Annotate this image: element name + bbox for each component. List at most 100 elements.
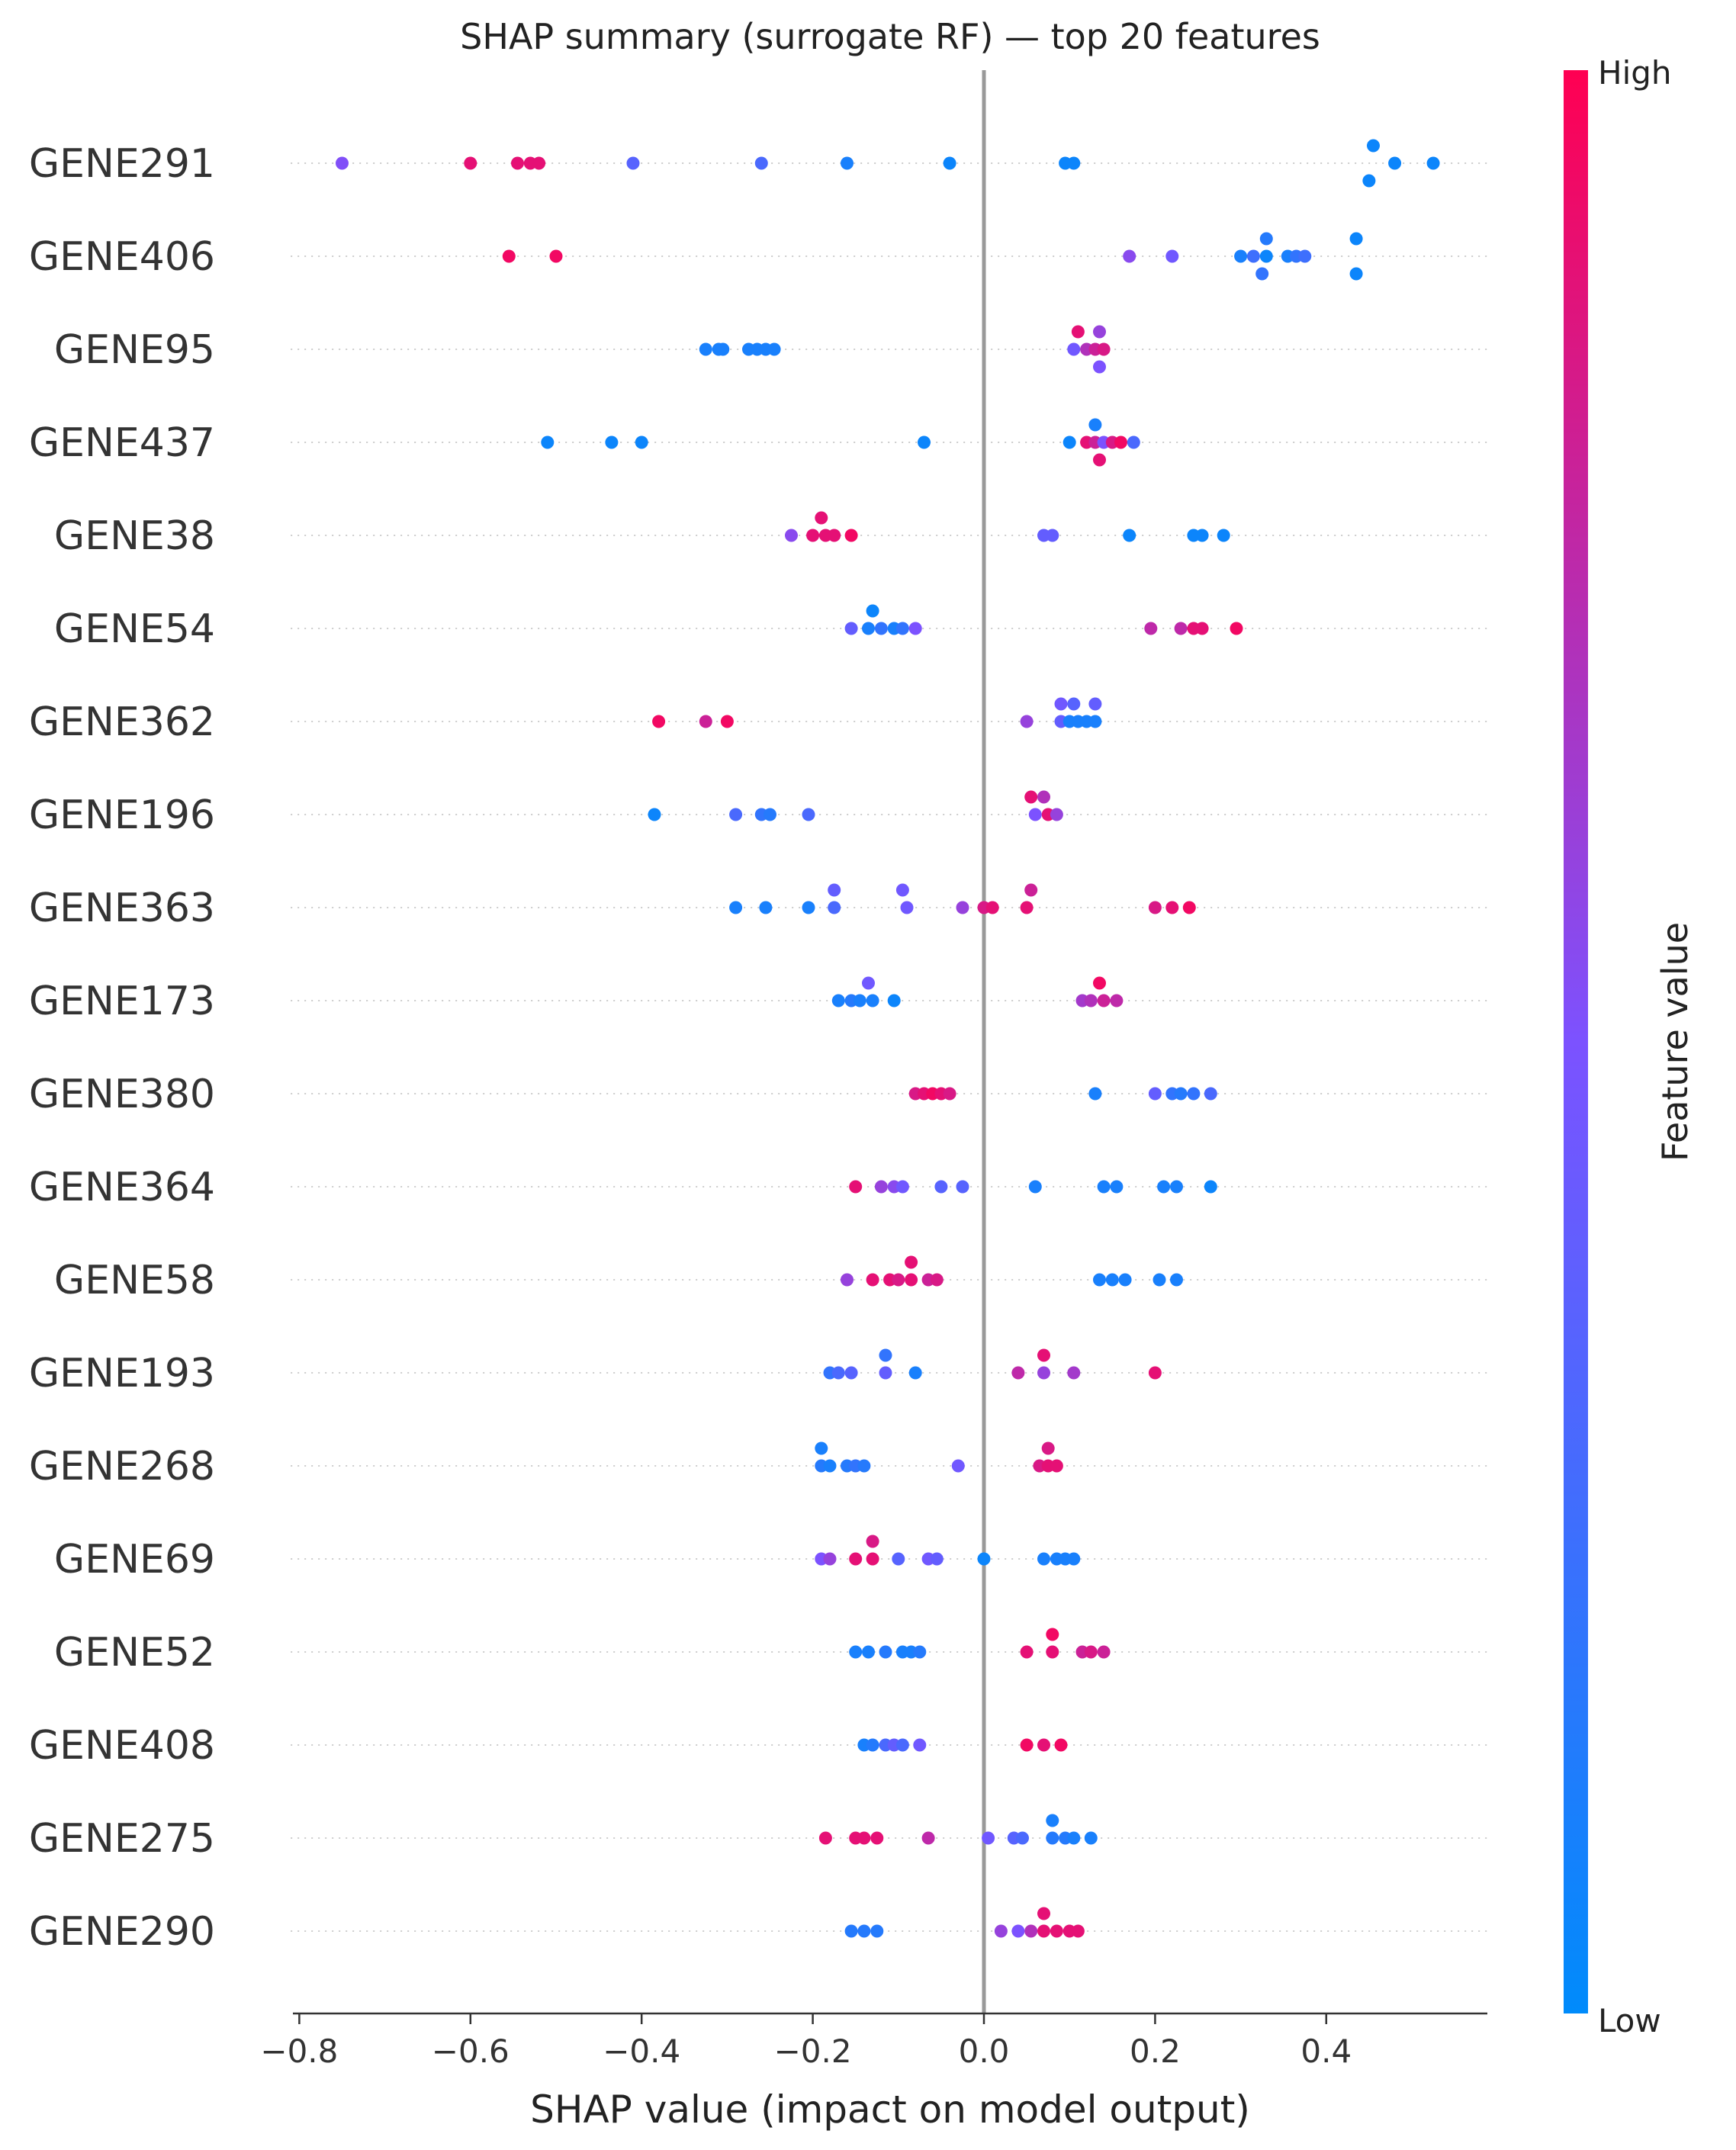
shap-point [905,1255,918,1269]
shap-point [870,1831,884,1845]
shap-point [759,901,773,914]
shap-point [982,1831,995,1845]
shap-point [844,622,858,635]
feature-label: GENE290 [29,1909,215,1955]
shap-point [908,1366,922,1380]
shap-point [549,249,563,263]
shap-point [1367,139,1380,153]
colorbar-gradient [1564,70,1588,2013]
shap-point [1259,232,1273,246]
shap-point [895,1180,909,1194]
shap-point [905,1273,918,1287]
shap-point [862,976,875,990]
shap-point [1298,249,1312,263]
feature-label: GENE364 [29,1165,215,1210]
shap-point [977,1552,991,1566]
shap-point [1123,249,1136,263]
shap-point [699,715,712,728]
shap-point [1165,249,1179,263]
shap-point [879,1348,892,1362]
x-tick-label: 0.4 [1300,2033,1352,2070]
shap-point [1011,1366,1025,1380]
shap-point [1088,418,1102,432]
shap-point [866,1552,879,1566]
x-axis-label: SHAP value (impact on model output) [530,2087,1250,2132]
shap-point [1084,1831,1098,1845]
shap-point [1093,976,1106,990]
shap-point [1182,901,1196,914]
shap-point [1349,267,1363,281]
shap-point [831,994,845,1008]
shap-point [823,1459,837,1473]
shap-point [1024,790,1038,804]
shap-point [887,994,901,1008]
shap-point [1362,174,1376,188]
shap-point [866,1535,879,1548]
shap-point [1071,1924,1085,1938]
shap-point [828,901,841,914]
shap-point [828,883,841,897]
shap-point [1054,697,1068,711]
shap-point [729,808,743,821]
shap-point [921,1831,935,1845]
shap-point [1020,1645,1034,1659]
shap-point [1050,808,1063,821]
shap-point [895,1738,909,1752]
shap-point [918,435,931,449]
shap-points [336,139,1440,1938]
shap-point [874,1180,888,1194]
shap-point [1028,808,1042,821]
shap-point [806,529,820,542]
shap-point [1148,1366,1162,1380]
shap-point [913,1738,927,1752]
shap-point [1110,1180,1124,1194]
shap-point [1093,453,1106,467]
shap-point [1088,1087,1102,1101]
shap-point [1195,622,1209,635]
feature-label: GENE58 [54,1258,215,1303]
shap-point [1118,1273,1132,1287]
shap-point [1204,1180,1217,1194]
shap-point [1037,1348,1050,1362]
shap-point [1020,1738,1034,1752]
shap-point [1204,1087,1217,1101]
shap-point [1088,715,1102,728]
shap-point [1067,1552,1081,1566]
shap-point [857,1459,871,1473]
shap-point [1148,901,1162,914]
shap-point [1170,1273,1183,1287]
shap-point [943,1087,956,1101]
shap-point [849,1180,863,1194]
feature-label: GENE437 [29,420,215,466]
shap-point [1174,1087,1188,1101]
shap-point [849,1645,863,1659]
shap-point [1020,901,1034,914]
shap-point [831,1366,845,1380]
shap-point [1174,622,1188,635]
shap-point [1037,1924,1050,1938]
shap-point [802,808,815,821]
shap-point [874,622,888,635]
feature-label: GENE268 [29,1444,215,1490]
colorbar: High Low Feature value [1564,54,1696,2039]
shap-point [541,435,555,449]
shap-point [785,529,798,542]
shap-point [699,342,712,356]
shap-point [464,156,477,170]
shap-point [626,156,640,170]
feature-label: GENE54 [54,606,215,652]
shap-point [1097,1180,1111,1194]
shap-point [1028,1180,1042,1194]
shap-point [1097,994,1111,1008]
shap-point [1165,901,1179,914]
feature-label: GENE291 [29,141,215,187]
x-tick-label: −0.4 [603,2033,680,2070]
shap-point [857,1924,871,1938]
shap-point [892,1273,905,1287]
shap-point [1046,1831,1059,1845]
feature-rows: GENE291 GENE406 GENE95 GENE437 GENE38 GENE54 G… [29,141,1489,1955]
shap-point [879,1366,892,1380]
shap-point [1067,342,1081,356]
shap-point [1067,697,1081,711]
shap-point [913,1645,927,1659]
